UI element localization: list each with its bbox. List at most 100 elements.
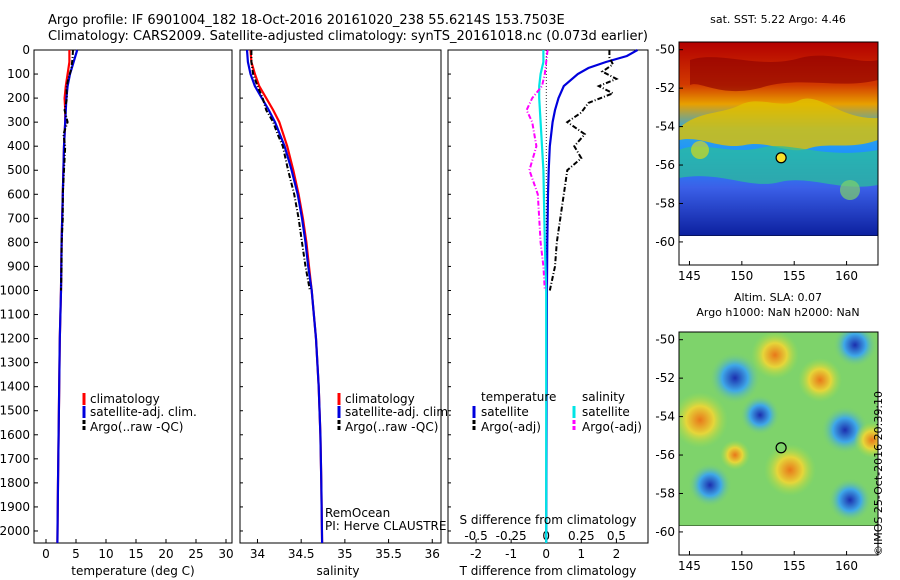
- x-tick-label: 2: [613, 547, 621, 561]
- depth-tick-label: 1800: [0, 476, 30, 490]
- salinity-x-axis: 34 34.5 35 35.5 36: [250, 539, 440, 561]
- sst-map-panel: sat. SST: 5.22 Argo: 4.46 145 150 155 160 -5…: [655, 13, 879, 283]
- s-tick-label: -0.25: [496, 529, 527, 543]
- legend-t-argo: Argo(-adj): [481, 420, 541, 434]
- salinity-frame: [239, 49, 442, 544]
- x-tick-label: 20: [158, 547, 173, 561]
- depth-tick-label: 1400: [0, 380, 30, 394]
- legend-argo: Argo(..raw -QC): [90, 420, 183, 434]
- lon-tick-label: 155: [783, 269, 806, 283]
- lon-tick-label: 150: [730, 559, 753, 573]
- series-line-s-argo-adj-: [525, 49, 549, 291]
- x-tick-label: 30: [218, 547, 233, 561]
- s-tick-label: -0.5: [464, 529, 487, 543]
- depth-tick-label: 300: [7, 115, 30, 129]
- depth-tick-label: 1700: [0, 452, 30, 466]
- remocean-label: RemOcean: [325, 506, 390, 520]
- sst-map-axes: 145 150 155 160 -50 -52 -54 -56 -58 -60: [655, 41, 879, 283]
- legend-s-argo: Argo(-adj): [582, 420, 642, 434]
- map-frame: [678, 331, 879, 556]
- lat-tick-label: -50: [655, 333, 675, 347]
- lon-tick-label: 145: [678, 559, 701, 573]
- depth-axis: 0 100 200 300 400 500 600 700 800 900 1000 1100 1200…: [0, 43, 451, 538]
- depth-tick-label: 1300: [0, 356, 30, 370]
- salinity-xlabel: salinity: [316, 564, 359, 578]
- depth-tick-label: 500: [7, 163, 30, 177]
- series-line-t-satellite: [545, 49, 639, 544]
- plot-title-line2: Climatology: CARS2009. Satellite-adjuste…: [48, 29, 648, 44]
- legend-satellite: satellite-adj. clim.: [90, 405, 197, 419]
- legend-climatology: climatology: [90, 392, 160, 406]
- lat-tick-label: -58: [655, 486, 675, 500]
- float-position-marker: [775, 442, 787, 454]
- series-line-s-satellite: [538, 50, 548, 543]
- legend-salinity-title: salinity: [582, 390, 625, 404]
- lat-tick-label: -52: [655, 81, 675, 95]
- legend-s-satellite: satellite: [582, 405, 630, 419]
- depth-tick-label: 700: [7, 211, 30, 225]
- legend-satellite: satellite-adj. clim.: [345, 405, 452, 419]
- s-difference-label: S difference from climatology: [460, 513, 637, 527]
- depth-tick-label: 0: [22, 43, 30, 57]
- legend-temperature-title: temperature: [481, 390, 556, 404]
- depth-tick-label: 400: [7, 139, 30, 153]
- depth-tick-label: 1600: [0, 428, 30, 442]
- lon-tick-label: 145: [678, 269, 701, 283]
- lat-tick-label: -58: [655, 196, 675, 210]
- x-tick-label: 34: [250, 547, 265, 561]
- x-tick-label: 1: [578, 547, 586, 561]
- x-tick-label: 10: [98, 547, 113, 561]
- legend-argo: Argo(..raw -QC): [345, 420, 438, 434]
- salinity-legend: climatology satellite-adj. clim. Argo(..…: [337, 392, 452, 434]
- series-line-t-argo-adj-: [548, 50, 619, 291]
- lon-tick-label: 150: [730, 269, 753, 283]
- x-tick-label: 0: [42, 547, 50, 561]
- float-position-marker: [775, 152, 787, 164]
- temperature-series: [56, 49, 79, 544]
- lat-tick-label: -56: [655, 448, 675, 462]
- x-tick-label: 25: [188, 547, 203, 561]
- lat-tick-label: -52: [655, 371, 675, 385]
- x-tick-label: 35: [337, 547, 352, 561]
- temperature-xlabel: temperature (deg C): [71, 564, 194, 578]
- legend-climatology: climatology: [345, 392, 415, 406]
- depth-tick-label: 1000: [0, 283, 30, 297]
- depth-tick-label: 900: [7, 259, 30, 273]
- sst-heatmap: [679, 42, 878, 236]
- x-tick-label: 15: [128, 547, 143, 561]
- depth-tick-label: 2000: [0, 524, 30, 538]
- difference-legend: temperature satellite Argo(-adj) salinit…: [472, 390, 642, 434]
- x-tick-label: 36: [425, 547, 440, 561]
- depth-tick-label: 800: [7, 235, 30, 249]
- depth-tick-label: 1500: [0, 404, 30, 418]
- lat-tick-label: -60: [655, 235, 675, 249]
- lat-tick-label: -56: [655, 158, 675, 172]
- sla-map-axes: 145 150 155 160 -50 -52 -54 -56 -58 -60: [655, 331, 879, 573]
- x-tick-label: 34.5: [288, 547, 315, 561]
- sla-heatmap: [679, 332, 878, 526]
- difference-series: [525, 49, 639, 544]
- lat-tick-label: -60: [655, 525, 675, 539]
- depth-tick-label: 200: [7, 91, 30, 105]
- x-tick-label: 0: [542, 547, 550, 561]
- depth-tick-label: 1200: [0, 332, 30, 346]
- x-tick-label: -2: [470, 547, 482, 561]
- series-line-satellite-adj-clim-: [245, 49, 324, 544]
- depth-tick-label: 100: [7, 67, 30, 81]
- depth-tick-label: 1100: [0, 308, 30, 322]
- lon-tick-label: 160: [835, 559, 858, 573]
- difference-frame: [447, 49, 649, 544]
- lat-tick-label: -54: [655, 410, 675, 424]
- difference-panel: -2 -1 0 1 2-0.5 -0.25 0 0.25 0.5 S difference fr…: [447, 49, 649, 578]
- temperature-x-axis: 0 5 10 15 20 25 30: [42, 539, 234, 561]
- salinity-panel: 34 34.5 35 35.5 36 salinity climatology sate…: [239, 49, 452, 578]
- temperature-legend: climatology satellite-adj. clim. Argo(..…: [82, 392, 197, 434]
- x-tick-label: -1: [505, 547, 517, 561]
- lat-tick-label: -54: [655, 120, 675, 134]
- s-tick-label: 0.25: [568, 529, 595, 543]
- series-line-argo-raw-qc-: [250, 50, 311, 291]
- lon-tick-label: 155: [783, 559, 806, 573]
- map-frame: [678, 41, 879, 266]
- x-tick-label: 5: [72, 547, 80, 561]
